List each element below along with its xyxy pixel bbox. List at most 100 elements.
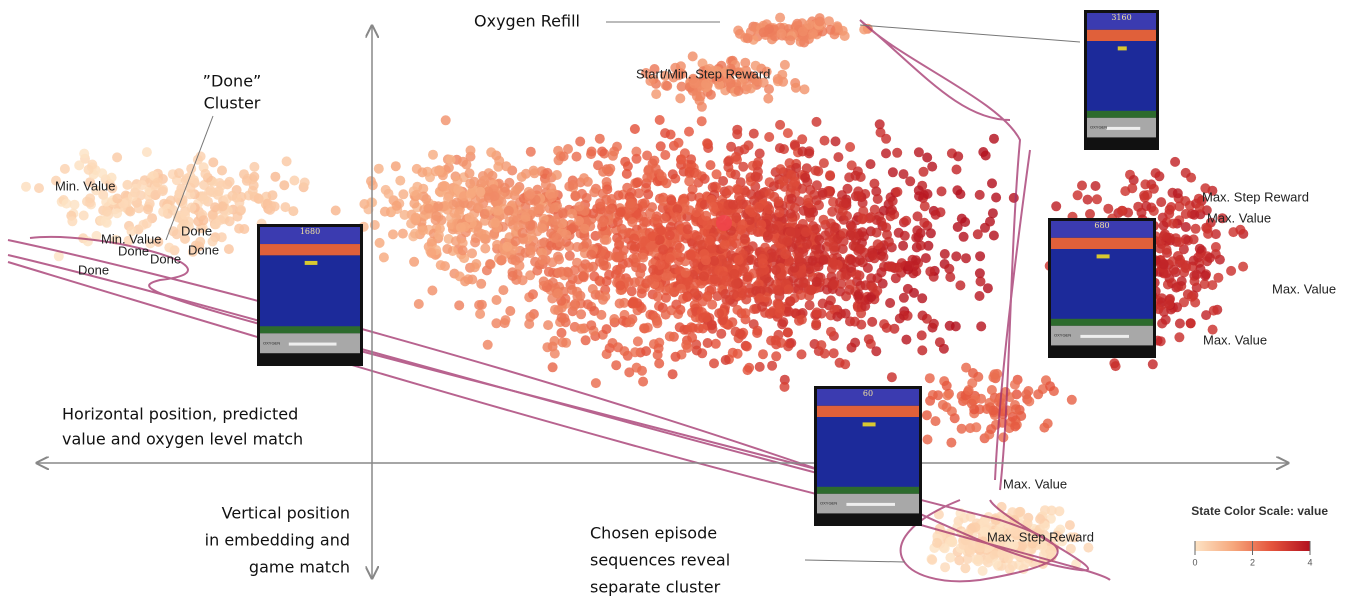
game-screen: 60 OXYGEN — [814, 386, 922, 526]
state-point — [518, 275, 528, 285]
state-point — [658, 245, 668, 255]
point-label: Max. Value — [1003, 476, 1067, 491]
state-point — [1127, 183, 1137, 193]
state-point — [597, 147, 607, 157]
state-point — [615, 281, 625, 291]
state-point — [568, 180, 578, 190]
state-point — [975, 542, 985, 552]
state-point — [1189, 256, 1199, 266]
state-point — [665, 254, 675, 264]
state-point — [738, 162, 748, 172]
state-point — [398, 229, 408, 239]
state-point — [845, 142, 855, 152]
state-point — [774, 285, 784, 295]
state-point — [581, 335, 591, 345]
annotation: Cluster — [204, 94, 261, 113]
state-point — [747, 207, 757, 217]
state-point — [1021, 389, 1031, 399]
horizon — [817, 406, 919, 417]
color-legend: State Color Scale: value024 — [1191, 504, 1328, 567]
state-point — [102, 206, 112, 216]
state-point — [922, 153, 932, 163]
state-point — [828, 279, 838, 289]
state-point — [687, 333, 697, 343]
state-point — [940, 249, 950, 259]
state-point — [864, 334, 874, 344]
state-point — [895, 314, 905, 324]
state-point — [978, 566, 988, 576]
state-point — [142, 147, 152, 157]
score: 60 — [863, 389, 873, 398]
state-point — [764, 277, 774, 287]
state-point — [217, 232, 227, 242]
state-point — [400, 210, 410, 220]
state-point — [112, 194, 122, 204]
game-screen: 680OXYGEN — [1048, 218, 1156, 358]
state-point — [485, 259, 495, 269]
state-point — [925, 373, 935, 383]
state-point — [767, 361, 777, 371]
horizon — [260, 244, 360, 255]
state-point — [776, 164, 786, 174]
state-point — [872, 273, 882, 283]
point-label: Done — [78, 262, 109, 277]
state-point — [529, 166, 539, 176]
state-point — [684, 176, 694, 186]
state-point — [701, 313, 711, 323]
state-point — [465, 168, 475, 178]
state-point — [791, 83, 801, 93]
state-point — [552, 170, 562, 180]
state-point — [816, 340, 826, 350]
state-point — [827, 207, 837, 217]
state-point — [976, 277, 986, 287]
state-point — [218, 201, 228, 211]
state-point — [439, 181, 449, 191]
state-point — [270, 172, 280, 182]
state-point — [655, 235, 665, 245]
state-point — [480, 209, 490, 219]
selected-state[interactable] — [716, 215, 732, 231]
state-point — [665, 331, 675, 341]
state-point — [388, 229, 398, 239]
state-point — [598, 167, 608, 177]
state-point — [735, 329, 745, 339]
state-point — [648, 265, 658, 275]
state-point — [989, 134, 999, 144]
state-point — [682, 292, 692, 302]
state-point — [518, 228, 528, 238]
state-point — [578, 271, 588, 281]
oxygen-label: OXYGEN — [820, 501, 837, 506]
state-point — [668, 169, 678, 179]
state-point — [486, 147, 496, 157]
state-point — [764, 84, 774, 94]
state-point — [884, 237, 894, 247]
state-point — [687, 192, 697, 202]
state-point — [1015, 507, 1025, 517]
state-point — [661, 293, 671, 303]
state-point — [975, 251, 985, 261]
state-point — [490, 191, 500, 201]
state-point — [786, 209, 796, 219]
annotation: Chosen episode — [590, 524, 717, 543]
state-point — [480, 244, 490, 254]
state-point — [671, 352, 681, 362]
state-point — [988, 208, 998, 218]
water — [1051, 249, 1153, 322]
state-point — [731, 212, 741, 222]
state-point — [710, 274, 720, 284]
state-point — [398, 189, 408, 199]
state-point — [1179, 297, 1189, 307]
state-point — [580, 224, 590, 234]
state-point — [703, 338, 713, 348]
state-point — [771, 265, 781, 275]
state-point — [249, 172, 259, 182]
state-point — [589, 187, 599, 197]
state-point — [697, 116, 707, 126]
state-point — [798, 26, 808, 36]
state-point — [545, 204, 555, 214]
state-point — [901, 216, 911, 226]
point-label: Start/Min. Step Reward — [636, 66, 770, 81]
state-point — [418, 225, 428, 235]
state-point — [501, 315, 511, 325]
state-point — [959, 232, 969, 242]
